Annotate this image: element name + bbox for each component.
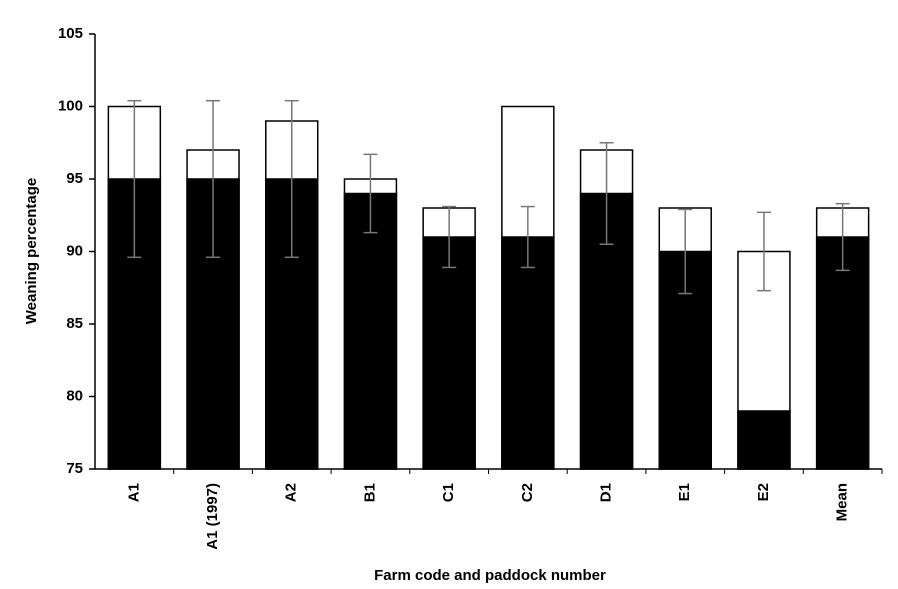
x-tick-label: A1 (1997)	[204, 483, 221, 550]
y-tick-label: 100	[58, 97, 83, 114]
error-bar	[284, 99, 299, 259]
y-tick-label: 95	[66, 170, 83, 187]
y-tick-label: 85	[66, 315, 83, 332]
x-tick-label: C1	[440, 483, 457, 502]
y-tick-label: 80	[66, 387, 83, 404]
error-bar	[678, 208, 693, 295]
x-tick-label: Mean	[834, 483, 851, 521]
x-tick-label: C2	[519, 483, 536, 502]
error-bar	[206, 99, 221, 259]
y-tick-label: 75	[66, 460, 83, 477]
error-bar	[756, 211, 771, 292]
y-axis-title: Weaning percentage	[23, 178, 40, 324]
bar	[422, 236, 476, 470]
error-bar	[835, 202, 850, 272]
y-tick-label: 105	[58, 25, 83, 42]
x-tick-label: E1	[676, 483, 693, 501]
x-tick-label: B1	[361, 483, 378, 502]
error-bar	[363, 153, 378, 234]
bar	[501, 236, 555, 470]
bar	[343, 192, 398, 470]
error-bar	[127, 99, 142, 259]
x-axis-title: Farm code and paddock number	[374, 567, 606, 584]
bar	[737, 410, 791, 470]
error-bar	[442, 205, 457, 269]
bar	[815, 236, 870, 470]
error-bar	[599, 142, 614, 245]
y-tick-label: 90	[66, 242, 83, 259]
error-bar	[520, 205, 535, 269]
x-tick-label: E2	[755, 483, 772, 501]
x-tick-label: A2	[283, 483, 300, 502]
x-tick-label: A1	[125, 483, 142, 502]
x-tick-label: D1	[598, 483, 615, 502]
